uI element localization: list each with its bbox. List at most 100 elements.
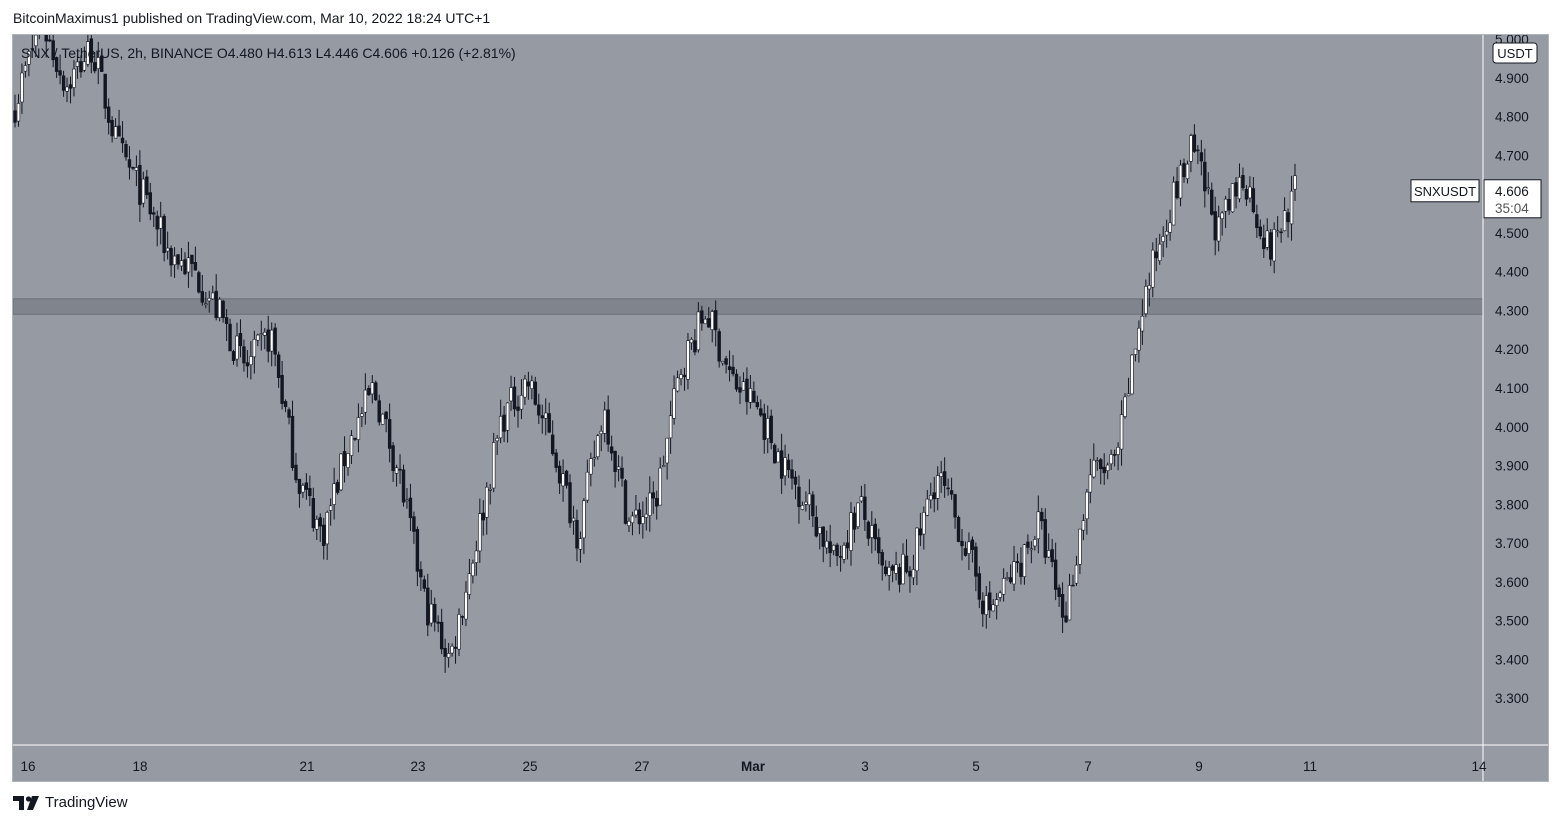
candle-body	[65, 86, 69, 92]
candle-body	[998, 592, 1002, 598]
candlestick-chart[interactable]: 5.0004.9004.8004.7004.6004.5004.4004.300…	[13, 35, 1548, 781]
candle-body	[16, 103, 21, 122]
candle-body	[1119, 414, 1124, 450]
candle-body	[349, 435, 354, 456]
candle-body	[897, 567, 902, 585]
candle-body	[353, 438, 357, 440]
candle-body	[27, 51, 31, 65]
candle-body	[825, 540, 829, 549]
candle-body	[148, 192, 152, 215]
candle-body	[852, 512, 857, 530]
candle-body	[1078, 528, 1082, 565]
candle-body	[1005, 577, 1009, 579]
candle-body	[589, 458, 593, 475]
candle-body	[269, 329, 274, 352]
x-tick-label: 11	[1303, 759, 1317, 774]
candle-body	[634, 509, 638, 516]
candle-body	[197, 272, 201, 293]
candle-body	[360, 413, 364, 417]
candle-body	[526, 381, 531, 387]
candle-body	[1053, 559, 1058, 590]
tradingview-footer[interactable]: TradingView	[13, 794, 128, 811]
y-tick-label: 4.500	[1495, 226, 1529, 241]
candle-body	[557, 465, 562, 484]
candle-body	[651, 492, 655, 499]
candle-body	[849, 512, 853, 551]
candle-body	[1199, 152, 1204, 162]
x-tick-label: 21	[299, 759, 314, 774]
candle-body	[1227, 198, 1231, 211]
candle-body	[1178, 164, 1183, 199]
candle-body	[596, 435, 600, 458]
candle-body	[530, 380, 534, 389]
candle-body	[68, 84, 73, 89]
candle-body	[766, 418, 770, 439]
x-tick-label: 25	[522, 759, 537, 774]
candle-body	[446, 653, 451, 658]
last-price-value: 4.606	[1495, 184, 1529, 199]
candle-body	[904, 555, 909, 573]
candle-body	[776, 451, 780, 463]
y-tick-label: 4.100	[1495, 381, 1529, 396]
candle-body	[606, 409, 610, 445]
candle-body	[155, 215, 159, 230]
candle-body	[256, 334, 260, 341]
candle-body	[311, 498, 316, 529]
candle-body	[1241, 175, 1245, 189]
candle-body	[169, 248, 173, 266]
candle-body	[1234, 182, 1238, 197]
candle-body	[984, 595, 988, 615]
candle-body	[533, 381, 538, 405]
candle-body	[693, 340, 697, 353]
candle-body	[779, 450, 784, 479]
candle-body	[1206, 187, 1210, 190]
candle-body	[1244, 189, 1249, 200]
candle-body	[981, 600, 985, 615]
candle-body	[1085, 491, 1089, 520]
candle-body	[523, 378, 527, 398]
candle-body	[1203, 161, 1207, 192]
currency-badge-label: USDT	[1497, 46, 1532, 61]
candle-body	[1293, 175, 1297, 190]
candle-body	[963, 548, 968, 556]
candle-body	[890, 565, 895, 571]
candle-body	[124, 144, 128, 158]
candle-body	[325, 512, 329, 545]
candle-body	[714, 310, 718, 331]
candle-body	[1282, 210, 1287, 232]
candle-body	[797, 486, 801, 507]
candle-body	[613, 450, 617, 472]
candle-body	[1262, 237, 1266, 250]
candle-body	[127, 159, 132, 168]
candle-body	[152, 212, 156, 215]
candle-body	[762, 413, 766, 440]
chart-area[interactable]: 5.0004.9004.8004.7004.6004.5004.4004.300…	[12, 34, 1549, 782]
candle-body	[1216, 216, 1221, 242]
candle-body	[1137, 327, 1141, 351]
candle-body	[342, 451, 347, 467]
candle-body	[682, 374, 687, 378]
candle-body	[460, 616, 465, 618]
candle-body	[283, 401, 288, 408]
candle-body	[911, 569, 916, 579]
candle-body	[318, 517, 322, 527]
candle-body	[82, 61, 87, 71]
symbol-price-tag-label: SNXUSDT	[1414, 184, 1476, 199]
candle-body	[217, 298, 222, 318]
candle-body	[1251, 188, 1256, 213]
candle-body	[304, 482, 309, 490]
candle-body	[1289, 190, 1294, 225]
candle-body	[394, 467, 399, 474]
candle-body	[346, 453, 350, 468]
candle-body	[100, 55, 104, 72]
candle-body	[1140, 315, 1145, 332]
candle-body	[873, 523, 877, 540]
candle-body	[103, 73, 107, 109]
candle-body	[294, 464, 298, 481]
candle-body	[405, 499, 409, 502]
candle-body	[273, 327, 277, 355]
candle-body	[367, 387, 371, 396]
candle-body	[106, 106, 111, 123]
candle-body	[1279, 231, 1283, 234]
currency-badge[interactable]	[1492, 42, 1538, 64]
